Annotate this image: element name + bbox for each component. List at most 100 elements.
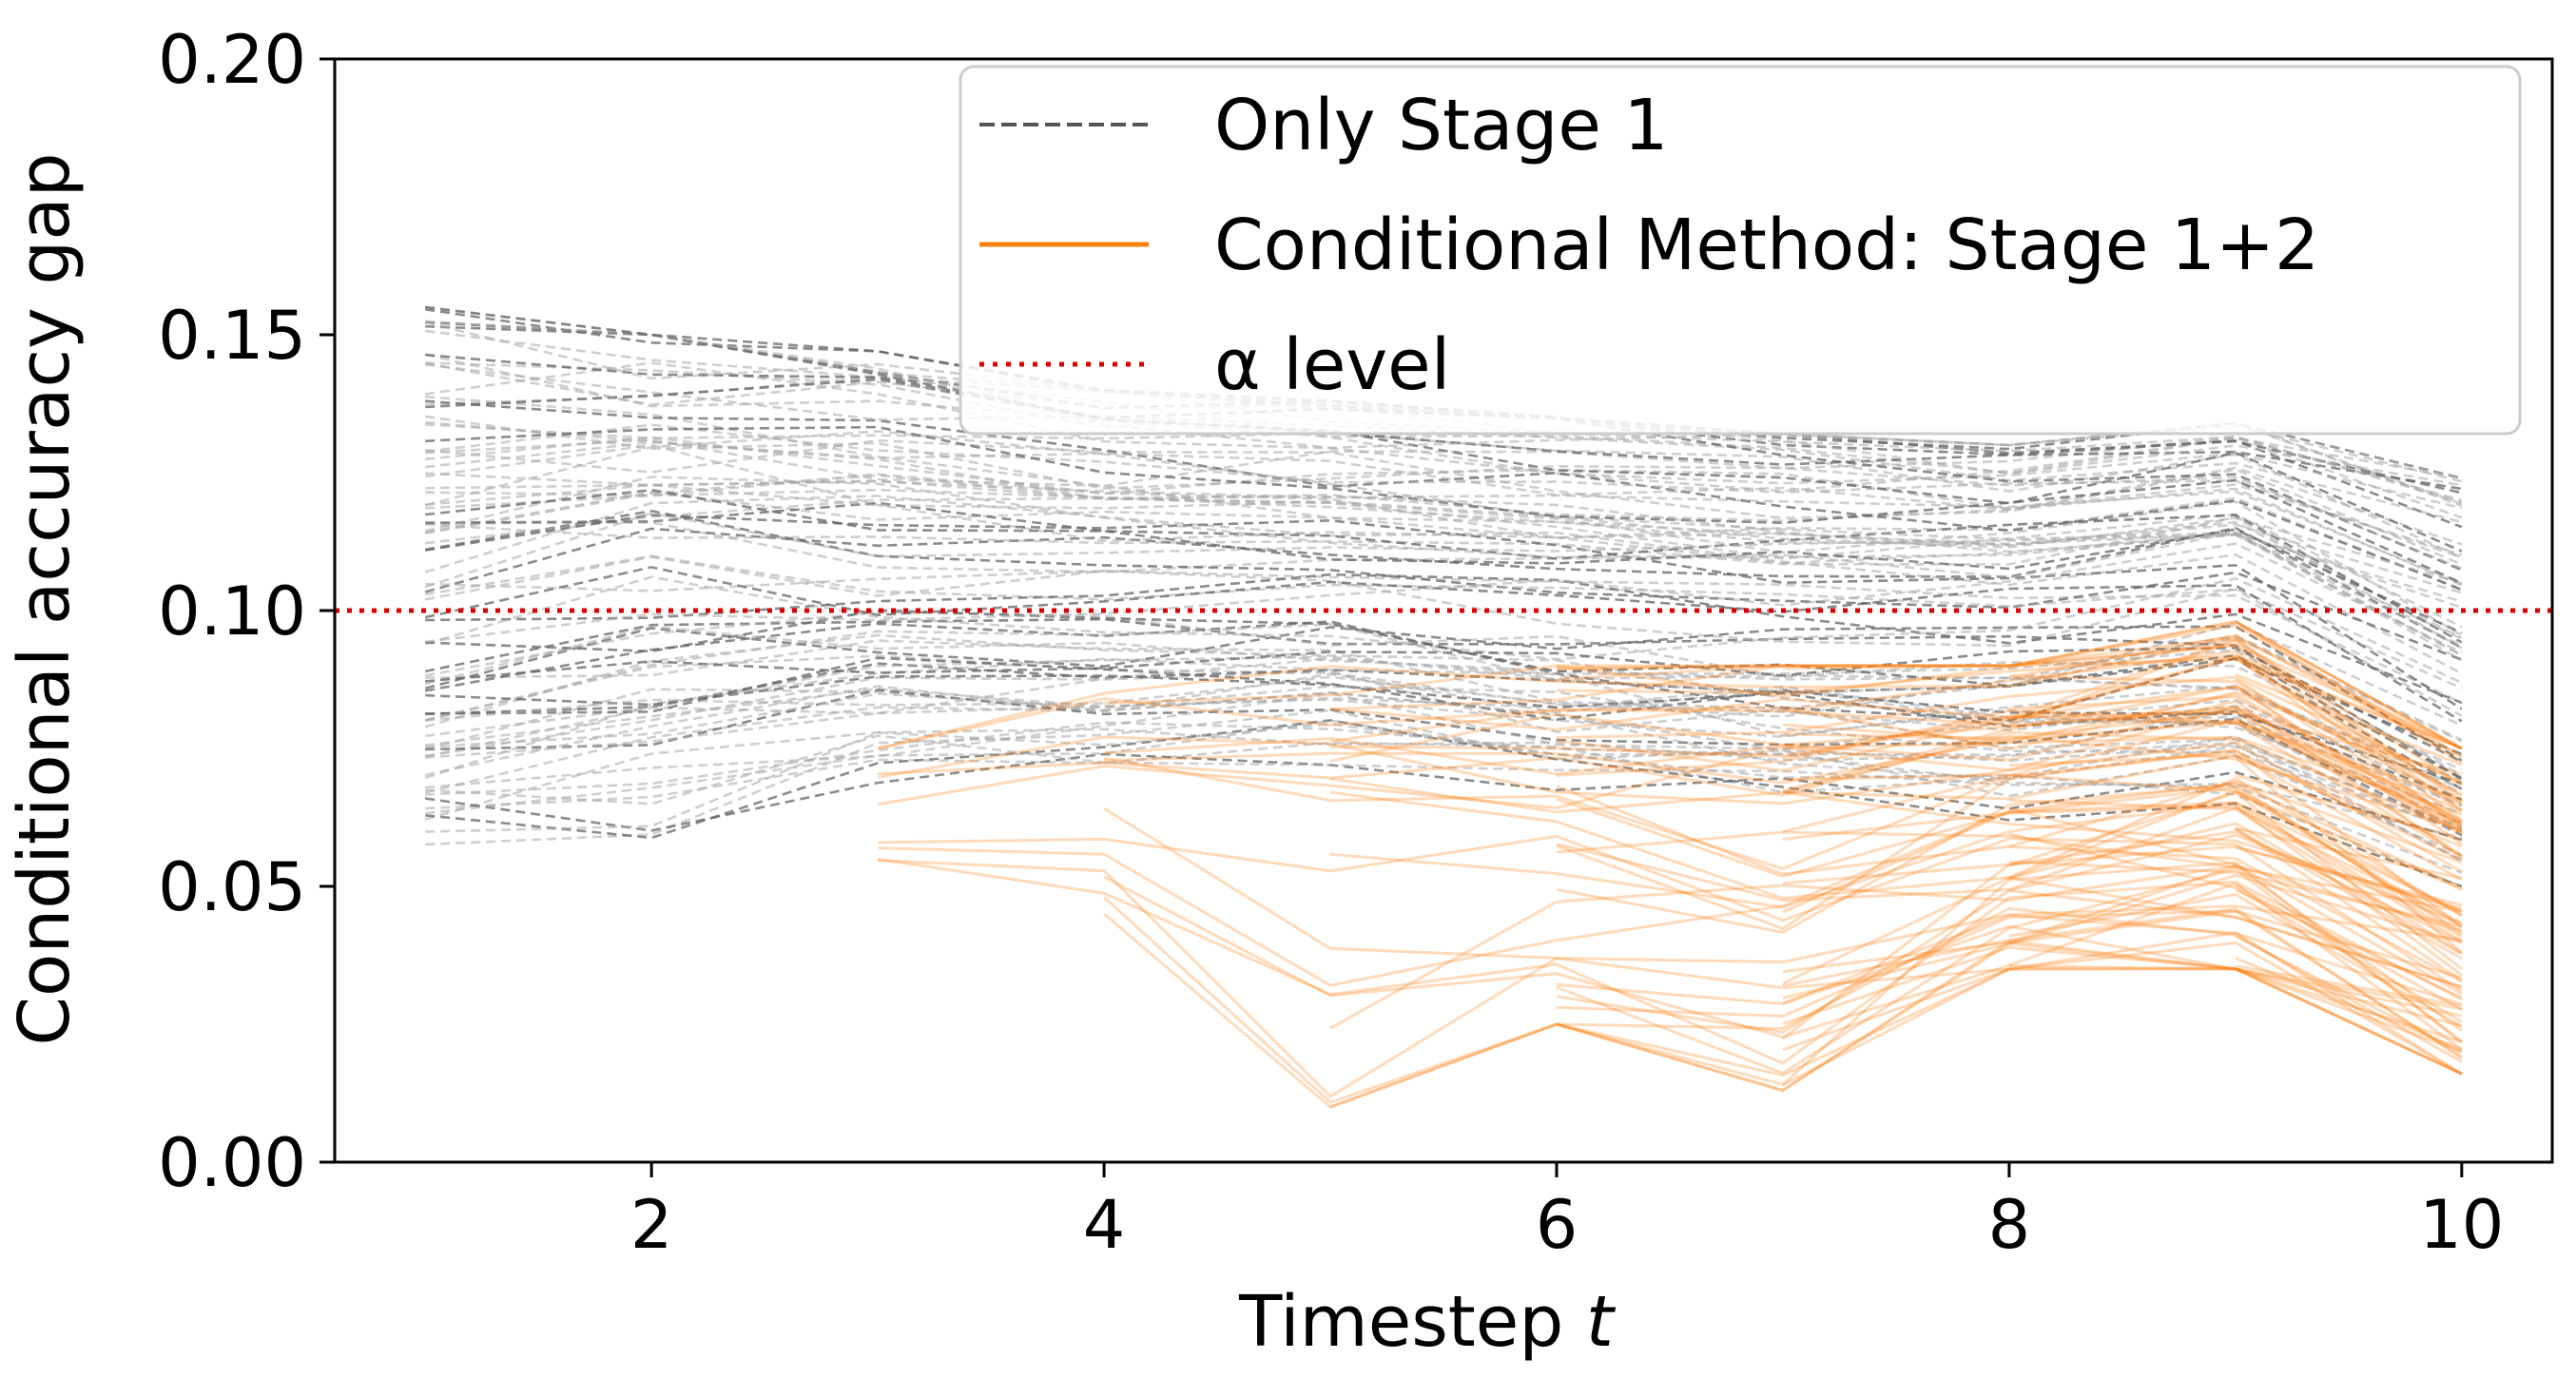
line-conditional-method xyxy=(2008,695,2463,827)
line-only-stage-1 xyxy=(424,633,2463,801)
line-only-stage-1 xyxy=(424,509,2463,661)
line-conditional-method xyxy=(2235,957,2463,1051)
line-only-stage-1 xyxy=(424,514,2463,710)
line-only-stage-1 xyxy=(424,320,2463,502)
x-tick-label: 2 xyxy=(630,1186,673,1264)
y-axis-ticks: 0.00 0.05 0.10 0.15 0.20 xyxy=(158,21,335,1202)
line-conditional-method xyxy=(1556,624,2463,758)
line-only-stage-1 xyxy=(425,709,2463,857)
line-conditional-method xyxy=(1782,873,2463,1000)
line-conditional-method xyxy=(2008,860,2463,928)
line-conditional-method xyxy=(1329,690,2463,783)
line-only-stage-1 xyxy=(424,430,2463,585)
line-only-stage-1 xyxy=(424,670,2463,830)
line-only-stage-1 xyxy=(424,707,2463,821)
line-only-stage-1 xyxy=(424,625,2463,762)
line-conditional-method xyxy=(877,741,2463,873)
series-group-conditional-method xyxy=(877,620,2463,1109)
line-conditional-method xyxy=(1556,806,2463,925)
line-conditional-method xyxy=(877,705,2463,823)
line-conditional-method xyxy=(2008,832,2463,1023)
line-only-stage-1 xyxy=(425,570,2463,689)
line-conditional-method xyxy=(2235,826,2463,982)
legend-box xyxy=(959,65,2522,436)
y-tick-label: 0.05 xyxy=(158,848,306,926)
line-conditional-method xyxy=(1329,753,2463,848)
line-conditional-method xyxy=(1329,714,2463,859)
line-conditional-method xyxy=(2235,826,2463,880)
line-only-stage-1 xyxy=(425,719,2463,888)
line-conditional-method xyxy=(2235,677,2463,825)
line-only-stage-1 xyxy=(425,675,2463,790)
line-conditional-method xyxy=(1782,913,2463,1006)
line-conditional-method xyxy=(1329,699,2463,859)
line-conditional-method xyxy=(1329,864,2463,1033)
line-conditional-method xyxy=(1782,685,2463,837)
line-only-stage-1 xyxy=(425,752,2463,842)
line-conditional-method xyxy=(2008,752,2463,882)
line-only-stage-1 xyxy=(425,722,2463,833)
line-only-stage-1 xyxy=(424,649,2463,780)
line-conditional-method xyxy=(2235,684,2463,846)
line-only-stage-1 xyxy=(425,440,2463,546)
line-conditional-method xyxy=(2008,791,2463,970)
line-conditional-method xyxy=(2008,806,2463,996)
line-conditional-method xyxy=(1103,749,2463,870)
line-conditional-method xyxy=(877,857,2463,1065)
line-only-stage-1 xyxy=(424,566,2463,723)
line-conditional-method xyxy=(2008,674,2463,806)
line-conditional-method xyxy=(1782,845,2463,910)
line-conditional-method xyxy=(1782,635,2463,750)
line-conditional-method xyxy=(1556,830,2463,913)
line-conditional-method xyxy=(1556,924,2463,1076)
line-conditional-method xyxy=(2008,710,2463,834)
line-only-stage-1 xyxy=(425,646,2463,764)
line-conditional-method xyxy=(877,636,2463,803)
line-conditional-method xyxy=(1556,889,2463,1035)
line-conditional-method xyxy=(2235,888,2463,1000)
line-conditional-method xyxy=(1329,657,2463,750)
line-only-stage-1 xyxy=(425,689,2463,837)
line-only-stage-1 xyxy=(424,611,2463,771)
line-conditional-method xyxy=(2008,892,2463,1028)
line-conditional-method xyxy=(1782,734,2463,832)
line-conditional-method xyxy=(2008,799,2463,955)
line-conditional-method xyxy=(1556,942,2463,1093)
line-conditional-method xyxy=(1782,685,2463,796)
line-only-stage-1 xyxy=(425,472,2463,637)
x-axis-label-variable: t xyxy=(1586,1281,1617,1363)
line-only-stage-1 xyxy=(425,361,2463,510)
line-only-stage-1 xyxy=(424,512,2463,657)
line-conditional-method xyxy=(1782,709,2463,777)
line-conditional-method xyxy=(2235,672,2463,767)
line-only-stage-1 xyxy=(424,353,2463,480)
line-only-stage-1 xyxy=(425,521,2463,640)
line-conditional-method xyxy=(1782,945,2463,1027)
line-only-stage-1 xyxy=(425,425,2463,585)
line-conditional-method xyxy=(1782,786,2463,934)
line-only-stage-1 xyxy=(425,423,2463,559)
x-tick-label: 4 xyxy=(1083,1186,1126,1264)
line-only-stage-1 xyxy=(424,495,2463,675)
y-tick-label: 0.20 xyxy=(158,21,306,99)
line-conditional-method xyxy=(1104,620,2463,750)
line-only-stage-1 xyxy=(424,684,2463,789)
line-conditional-method xyxy=(2235,620,2463,750)
line-conditional-method xyxy=(2008,705,2463,832)
line-conditional-method xyxy=(1329,637,2463,786)
x-axis-ticks: 2 4 6 8 10 xyxy=(630,1162,2504,1264)
legend-label-only-stage-1: Only Stage 1 xyxy=(1214,85,1668,166)
line-only-stage-1 xyxy=(425,674,2463,802)
line-conditional-method xyxy=(1782,773,2463,928)
line-conditional-method xyxy=(878,834,2463,993)
line-conditional-method xyxy=(1782,941,2463,1076)
line-conditional-method xyxy=(1556,748,2463,931)
line-only-stage-1 xyxy=(424,476,2463,662)
line-conditional-method xyxy=(2235,653,2463,813)
line-conditional-method xyxy=(2235,964,2463,1007)
line-only-stage-1 xyxy=(425,378,2463,553)
legend: Only Stage 1 Conditional Method: Stage 1… xyxy=(959,65,2522,436)
line-conditional-method xyxy=(2235,967,2463,1018)
line-conditional-method xyxy=(1782,822,2463,985)
line-only-stage-1 xyxy=(425,488,2463,594)
